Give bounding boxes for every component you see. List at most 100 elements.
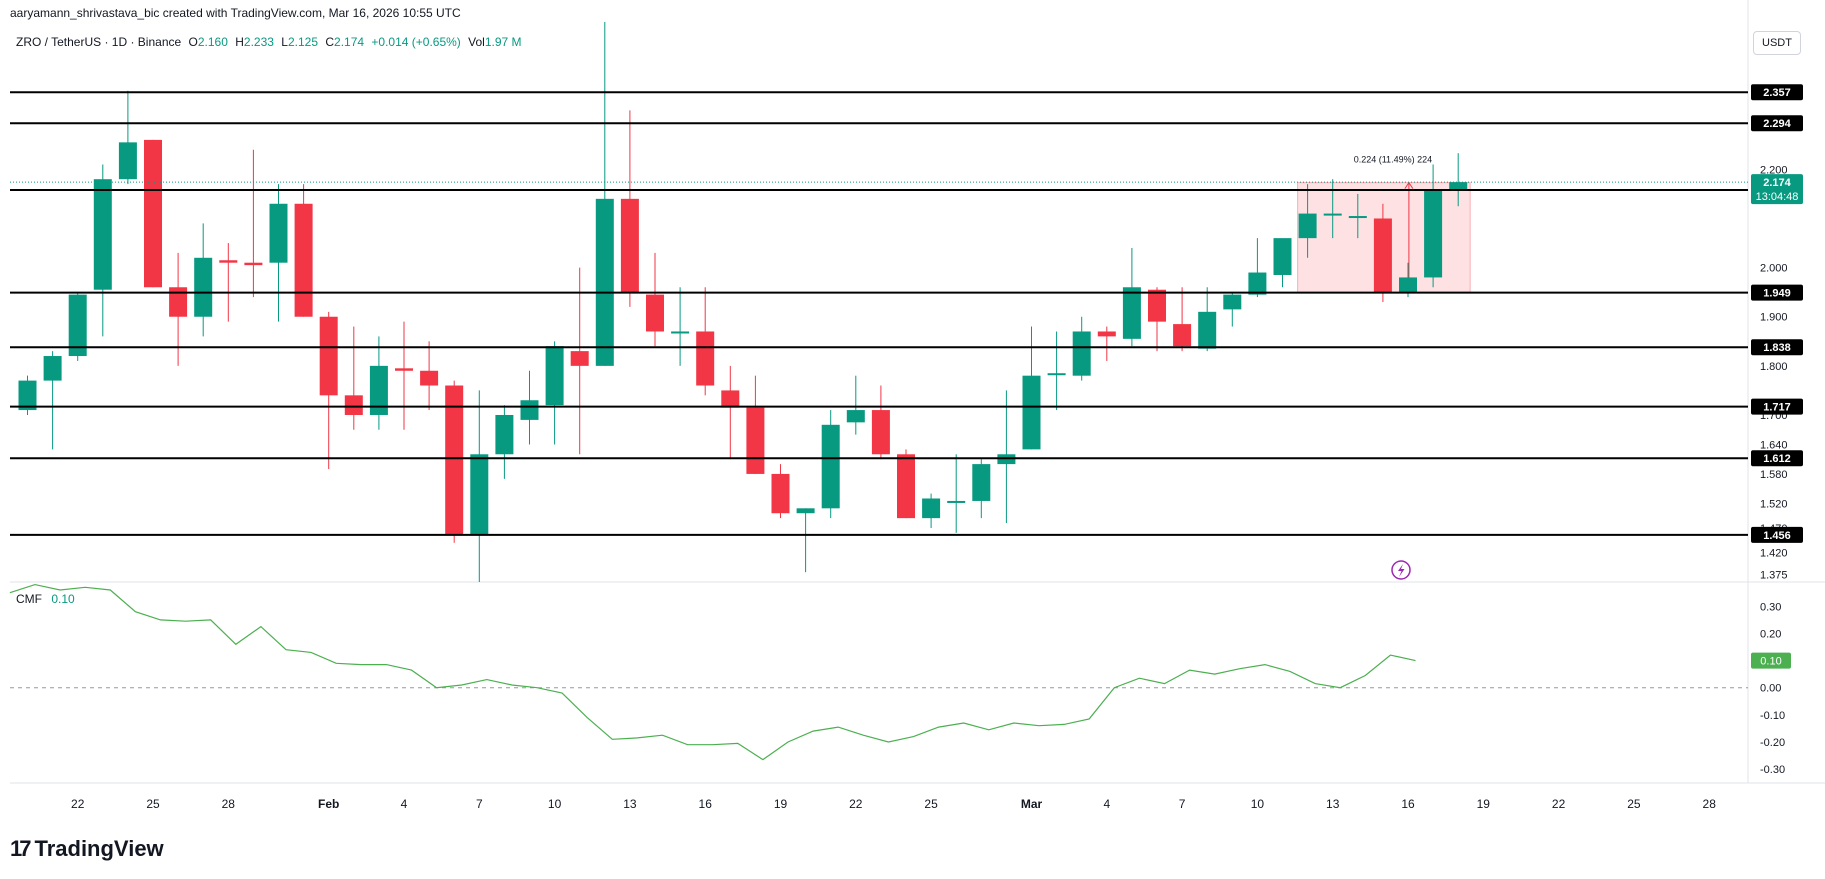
candle-body[interactable] xyxy=(1424,189,1443,278)
close-value: 2.174 xyxy=(334,35,365,49)
current-price-label: 2.174 xyxy=(1763,177,1791,189)
time-tick-label: 25 xyxy=(146,797,160,811)
time-tick-label: 7 xyxy=(476,797,483,811)
open-label: O xyxy=(188,35,198,49)
candle-body[interactable] xyxy=(821,424,840,509)
candle-body[interactable] xyxy=(118,142,137,180)
candle-body[interactable] xyxy=(871,410,890,455)
candle-body[interactable] xyxy=(1122,287,1141,339)
bar-countdown-label: 13:04:48 xyxy=(1756,191,1799,203)
cmf-line[interactable] xyxy=(9,583,1416,761)
candle-body[interactable] xyxy=(721,390,740,408)
candle-body[interactable] xyxy=(1373,218,1392,293)
candle-body[interactable] xyxy=(169,287,188,317)
candle-body[interactable] xyxy=(1022,375,1041,450)
candle-body[interactable] xyxy=(445,385,464,536)
candle-body[interactable] xyxy=(746,407,765,474)
candle-body[interactable] xyxy=(194,257,213,317)
candle-body[interactable] xyxy=(1173,324,1192,347)
candle-body[interactable] xyxy=(1273,238,1292,275)
candle-body[interactable] xyxy=(319,316,338,396)
symbol-name[interactable]: ZRO / TetherUS · 1D · Binance xyxy=(16,35,182,49)
candle-body[interactable] xyxy=(1198,311,1217,349)
candle-body[interactable] xyxy=(972,464,991,501)
candle-body[interactable] xyxy=(696,331,715,386)
cmf-tick-label: -0.20 xyxy=(1760,737,1785,749)
candle-body[interactable] xyxy=(922,498,941,519)
price-tick-label: 1.580 xyxy=(1760,469,1788,481)
candle-body[interactable] xyxy=(369,365,388,415)
candle-body[interactable] xyxy=(269,203,288,263)
price-chart[interactable]: 0.224 (11.49%) 224 2.200 2.000 1.900 1.800 1.… xyxy=(0,0,1825,830)
vol-label: Vol xyxy=(468,35,485,49)
candle-body[interactable] xyxy=(897,454,915,519)
cmf-legend-value: 0.10 xyxy=(51,592,75,606)
candle-body[interactable] xyxy=(344,395,363,415)
currency-selector[interactable]: USDT xyxy=(1753,31,1801,55)
candle-body[interactable] xyxy=(68,294,87,357)
level-price-tag-label: 1.456 xyxy=(1763,530,1791,542)
candle-body[interactable] xyxy=(1449,182,1468,190)
candle-body[interactable] xyxy=(671,331,690,334)
candle-body[interactable] xyxy=(43,356,62,381)
level-price-tag-label: 1.717 xyxy=(1763,402,1791,414)
lightning-icon-bolt xyxy=(1398,564,1405,577)
open-value: 2.160 xyxy=(197,35,228,49)
time-tick-label: 4 xyxy=(1103,797,1110,811)
candle-body[interactable] xyxy=(846,410,865,423)
time-tick-label: 28 xyxy=(222,797,236,811)
time-tick-label: 28 xyxy=(1703,797,1717,811)
candle-body[interactable] xyxy=(646,294,664,332)
candle-body[interactable] xyxy=(1148,289,1166,322)
price-tick-label: 1.520 xyxy=(1760,498,1788,510)
candle-body[interactable] xyxy=(1298,213,1317,239)
current-price-tag xyxy=(1751,174,1803,205)
high-value: 2.233 xyxy=(243,35,274,49)
cmf-tick-label: -0.10 xyxy=(1760,710,1785,722)
candle-body[interactable] xyxy=(620,198,639,293)
candle-body[interactable] xyxy=(420,370,439,386)
candle-body[interactable] xyxy=(520,400,539,420)
candle-body[interactable] xyxy=(93,179,112,290)
change-value: +0.014 (+0.65%) xyxy=(371,35,461,49)
close-label: C xyxy=(325,35,335,49)
candle-body[interactable] xyxy=(395,368,413,371)
level-price-tag xyxy=(1751,339,1803,356)
candle-body[interactable] xyxy=(294,203,313,317)
candle-body[interactable] xyxy=(18,380,37,411)
candle-body[interactable] xyxy=(570,351,589,366)
time-tick-label: 19 xyxy=(1477,797,1491,811)
candle-body[interactable] xyxy=(495,414,514,455)
candle-body[interactable] xyxy=(796,508,815,514)
candle-body[interactable] xyxy=(545,346,564,406)
tradingview-logo-icon: 17 xyxy=(10,836,32,861)
time-tick-label: 16 xyxy=(699,797,713,811)
candle-body[interactable] xyxy=(144,139,162,288)
low-label: L xyxy=(281,35,288,49)
time-tick-label: 25 xyxy=(924,797,938,811)
candle-body[interactable] xyxy=(595,198,614,366)
candle-body[interactable] xyxy=(244,262,263,266)
cmf-legend-name[interactable]: CMF xyxy=(16,592,42,606)
level-price-tag xyxy=(1751,398,1803,415)
candle-body[interactable] xyxy=(1047,373,1066,376)
time-tick-label: 16 xyxy=(1401,797,1415,811)
level-price-tag-label: 1.949 xyxy=(1763,288,1791,300)
candle-body[interactable] xyxy=(1323,213,1342,216)
candle-body[interactable] xyxy=(1348,216,1367,219)
tradingview-brand[interactable]: 17 TradingView xyxy=(10,836,164,862)
candle-body[interactable] xyxy=(1248,272,1267,295)
candle-body[interactable] xyxy=(1399,277,1417,293)
high-label: H xyxy=(235,35,244,49)
candle-body[interactable] xyxy=(1223,294,1242,310)
candle-body[interactable] xyxy=(219,260,238,263)
level-price-tag xyxy=(1751,115,1803,132)
candle-body[interactable] xyxy=(947,500,966,503)
candle-body[interactable] xyxy=(771,473,790,514)
candle-body[interactable] xyxy=(1072,331,1091,376)
cmf-value-tag-label: 0.10 xyxy=(1760,656,1781,668)
candle-body[interactable] xyxy=(470,454,489,536)
candle-body[interactable] xyxy=(1097,331,1116,337)
time-tick-label: 13 xyxy=(1326,797,1340,811)
